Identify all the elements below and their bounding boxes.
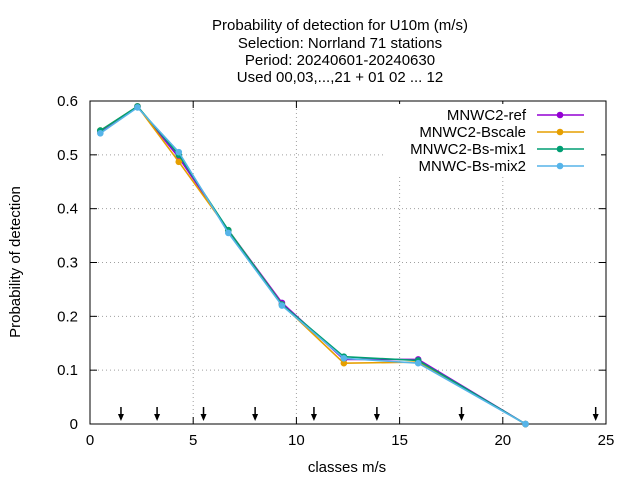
- x-tick-label: 5: [189, 432, 197, 449]
- legend-swatch-point: [556, 162, 564, 170]
- data-point: [522, 420, 529, 428]
- class-arrow-head: [373, 414, 380, 421]
- data-point: [134, 104, 141, 111]
- legend-label: MNWC2-Bscale: [419, 124, 526, 141]
- class-arrow: [154, 407, 161, 421]
- legend: MNWC2-refMNWC2-BscaleMNWC2-Bs-mix1MNWC-B…: [383, 104, 601, 176]
- y-tick-label: 0.1: [57, 362, 78, 379]
- class-arrow: [592, 407, 599, 421]
- y-tick-label: 0.6: [57, 93, 78, 110]
- legend-item: MNWC2-ref: [447, 107, 584, 124]
- class-arrow: [458, 407, 465, 421]
- class-arrow-head: [458, 414, 465, 421]
- class-arrow-head: [154, 414, 161, 421]
- class-arrows: [117, 407, 599, 421]
- y-tick-label: 0.4: [57, 201, 78, 218]
- x-tick-label: 15: [391, 432, 408, 449]
- series-line: [99, 106, 526, 425]
- x-tick-label: 10: [288, 432, 305, 449]
- class-arrow-head: [252, 414, 259, 421]
- axes: 0 5 10 15 20 25 0 0.1 0.2 0.3 0.4 0.5 0.6: [57, 93, 614, 449]
- data-point: [175, 158, 183, 166]
- chart-title: Probability of detection for U10m (m/s) …: [212, 17, 468, 86]
- data-point: [278, 302, 286, 309]
- y-tick-label: 0.5: [57, 147, 78, 164]
- class-arrow: [200, 407, 207, 421]
- legend-item: MNWC-Bs-mix2: [419, 158, 584, 175]
- class-arrow: [252, 407, 259, 421]
- data-point: [414, 359, 422, 367]
- class-arrow: [310, 407, 317, 421]
- data-point: [175, 148, 183, 156]
- legend-background: [383, 104, 601, 176]
- y-tick-label: 0: [70, 416, 78, 433]
- x-tick-label: 0: [86, 432, 94, 449]
- legend-item: MNWC2-Bscale: [419, 124, 584, 141]
- data-point: [224, 229, 232, 237]
- class-arrow: [373, 407, 380, 421]
- x-axis-label: classes m/s: [308, 459, 386, 476]
- class-arrow-head: [592, 414, 599, 421]
- title-line-1: Probability of detection for U10m (m/s): [212, 17, 468, 34]
- title-line-4: Used 00,03,...,21 + 01 02 ... 12: [237, 69, 443, 86]
- legend-swatch-point: [556, 145, 564, 153]
- title-line-2: Selection: Norrland 71 stations: [238, 35, 442, 52]
- class-arrow-head: [117, 414, 124, 421]
- legend-item: MNWC2-Bs-mix1: [410, 141, 584, 158]
- data-point: [340, 355, 348, 362]
- legend-label: MNWC2-Bs-mix1: [410, 141, 526, 158]
- x-tick-label: 25: [598, 432, 615, 449]
- legend-label: MNWC-Bs-mix2: [419, 158, 526, 175]
- class-arrow-head: [200, 414, 207, 421]
- class-arrow-head: [310, 414, 317, 421]
- series-mnwc-bs-mix2: [97, 104, 529, 428]
- class-arrow: [117, 407, 124, 421]
- data-point: [340, 359, 348, 367]
- series-layer: [97, 103, 529, 428]
- y-tick-label: 0.2: [57, 308, 78, 325]
- legend-swatch-point: [556, 111, 564, 119]
- y-tick-label: 0.3: [57, 255, 78, 272]
- legend-swatch-point: [556, 128, 564, 136]
- title-line-3: Period: 20240601-20240630: [245, 52, 435, 69]
- x-tick-label: 20: [494, 432, 511, 449]
- y-axis-label: Probability of detection: [7, 186, 24, 338]
- legend-label: MNWC2-ref: [447, 107, 527, 124]
- data-point: [97, 130, 104, 137]
